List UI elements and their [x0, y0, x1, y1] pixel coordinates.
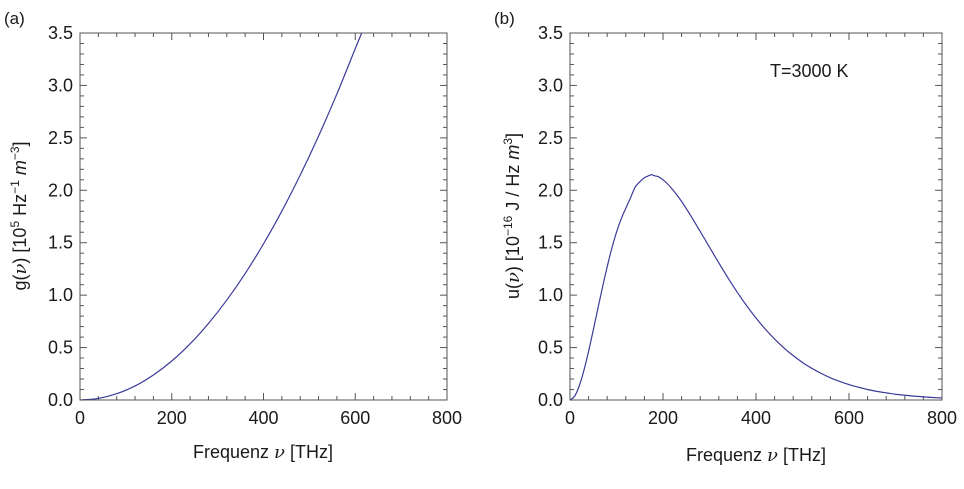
x-tick-label: 200: [157, 408, 187, 428]
panel-a: (a) 0 200 400 600 800 0.0 0.5 1.0 1.5 2.0 2.5 3.0 3.…: [4, 9, 462, 463]
x-tick-label: 400: [741, 408, 771, 428]
panel-a-frame: [79, 32, 448, 401]
y-tick-label: 1.0: [48, 285, 73, 305]
temperature-annotation: T=3000 K: [770, 61, 849, 81]
panel-b-ticks: 0 200 400 600 800 0.0 0.5 1.0 1.5 2.0 2.5 3.0 3.5: [538, 23, 957, 428]
x-tick-label: 800: [432, 408, 462, 428]
x-tick-label: 800: [927, 408, 957, 428]
y-tick-label: 3.0: [48, 75, 73, 95]
panel-a-series-line: [79, 32, 363, 401]
panel-b-y-axis-label: u(ν) [10−16 J / Hz m3]: [501, 133, 524, 299]
panel-b: (b) 0 200 400 600 800 0.0 0.5 1.0 1.5 2.0 2.5 3.0 3.…: [494, 9, 957, 466]
panel-a-ticks: 0 200 400 600 800 0.0 0.5 1.0 1.5 2.0 2.5 3.0 3.5: [48, 23, 462, 428]
panel-b-series-line: [569, 173, 943, 401]
x-tick-label: 600: [834, 408, 864, 428]
panel-b-frame: [569, 32, 943, 401]
y-tick-label: 0.0: [48, 390, 73, 410]
y-tick-label: 2.0: [538, 180, 563, 200]
y-tick-label: 0.0: [538, 390, 563, 410]
y-tick-label: 2.5: [538, 128, 563, 148]
x-tick-label: 0: [75, 408, 85, 428]
panel-a-label: (a): [4, 9, 25, 28]
y-tick-label: 1.5: [538, 233, 563, 253]
x-tick-label: 600: [340, 408, 370, 428]
panel-a-x-axis-label: Frequenz ν [THz]: [193, 442, 333, 463]
y-tick-label: 3.5: [538, 23, 563, 43]
y-tick-label: 0.5: [538, 338, 563, 358]
y-tick-label: 3.0: [538, 75, 563, 95]
x-tick-label: 400: [248, 408, 278, 428]
x-tick-label: 0: [565, 408, 575, 428]
y-tick-label: 2.5: [48, 128, 73, 148]
y-tick-label: 1.0: [538, 285, 563, 305]
panel-a-y-axis-label: g(ν) [105 Hz−1 m−3]: [8, 141, 31, 290]
panel-b-x-axis-label: Frequenz ν [THz]: [686, 445, 826, 466]
y-tick-label: 0.5: [48, 338, 73, 358]
y-tick-label: 2.0: [48, 180, 73, 200]
y-tick-label: 1.5: [48, 233, 73, 253]
panel-b-label: (b): [494, 9, 515, 28]
y-tick-label: 3.5: [48, 23, 73, 43]
x-tick-label: 200: [648, 408, 678, 428]
